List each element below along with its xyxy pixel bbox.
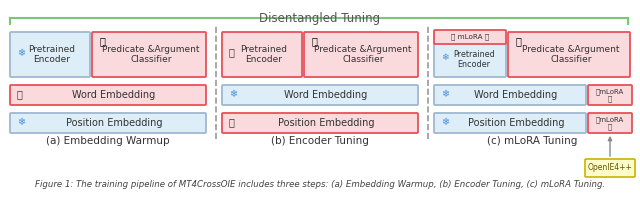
FancyBboxPatch shape [434,42,506,77]
FancyBboxPatch shape [588,85,632,105]
Text: (c) mLoRA Tuning: (c) mLoRA Tuning [487,136,577,146]
Text: ❄: ❄ [17,117,25,127]
Text: ❄: ❄ [441,89,449,99]
FancyBboxPatch shape [222,32,302,77]
Text: Position Embedding: Position Embedding [468,118,564,128]
Text: Predicate &Argument
Classifier: Predicate &Argument Classifier [314,45,412,64]
Text: 🔥: 🔥 [229,117,235,127]
FancyBboxPatch shape [588,113,632,133]
Text: Pretrained
Encoder: Pretrained Encoder [453,50,495,69]
Text: OpenIE4++: OpenIE4++ [588,164,632,173]
Text: ❄: ❄ [441,53,449,62]
Text: Predicate &Argument
Classifier: Predicate &Argument Classifier [102,45,200,64]
FancyBboxPatch shape [10,32,90,77]
Text: Word Embedding: Word Embedding [284,90,367,100]
Text: (b) Encoder Tuning: (b) Encoder Tuning [271,136,369,146]
Text: Pretrained
Encoder: Pretrained Encoder [241,45,287,64]
FancyBboxPatch shape [222,113,418,133]
Text: 🔥: 🔥 [229,47,235,58]
Text: Pretrained
Encoder: Pretrained Encoder [29,45,76,64]
FancyBboxPatch shape [304,32,418,77]
Text: 🔥: 🔥 [100,36,106,46]
Text: Position Embedding: Position Embedding [66,118,163,128]
FancyBboxPatch shape [10,85,206,105]
Text: Figure 1: The training pipeline of MT4CrossOIE includes three steps: (a) Embeddi: Figure 1: The training pipeline of MT4Cr… [35,180,605,189]
Text: (a) Embedding Warmup: (a) Embedding Warmup [46,136,170,146]
Text: 🔥mLoRA
🔻: 🔥mLoRA 🔻 [596,116,624,130]
Text: Word Embedding: Word Embedding [72,90,156,100]
Text: Predicate &Argument
Classifier: Predicate &Argument Classifier [522,45,620,64]
FancyBboxPatch shape [508,32,630,77]
Text: 🔥: 🔥 [516,36,522,46]
Text: ❄: ❄ [441,117,449,127]
Text: ❄: ❄ [17,47,25,58]
FancyBboxPatch shape [10,113,206,133]
FancyBboxPatch shape [222,85,418,105]
FancyBboxPatch shape [92,32,206,77]
Text: 🔥: 🔥 [312,36,318,46]
Text: 🔥 mLoRA 🔻: 🔥 mLoRA 🔻 [451,34,489,40]
FancyBboxPatch shape [434,30,506,44]
Text: Word Embedding: Word Embedding [474,90,557,100]
Text: ❄: ❄ [229,89,237,99]
Text: Position Embedding: Position Embedding [278,118,374,128]
FancyBboxPatch shape [434,113,586,133]
Text: 🔥mLoRA
🔻: 🔥mLoRA 🔻 [596,88,624,102]
Text: Disentangled Tuning: Disentangled Tuning [259,12,381,25]
FancyBboxPatch shape [434,85,586,105]
Text: 🔥: 🔥 [17,89,23,99]
FancyBboxPatch shape [585,159,635,177]
